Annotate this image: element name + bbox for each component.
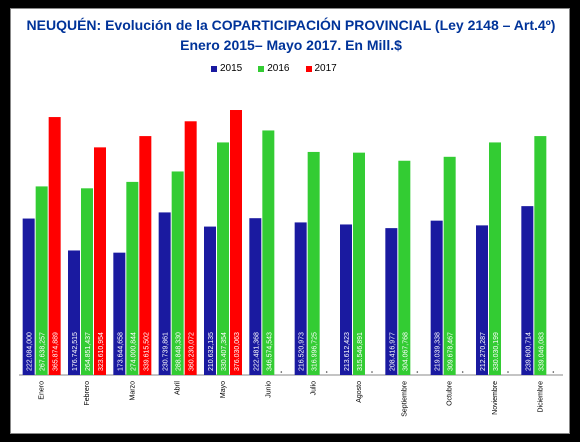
bar-2015-agosto (340, 224, 352, 375)
bar-value-label: 365.874,889 (53, 332, 60, 371)
bar-value-label: 339.615,502 (143, 332, 150, 371)
bar-value-label: 208.416,977 (389, 332, 396, 371)
legend-swatch-2017 (305, 65, 312, 72)
bar-value-label: 309.678,467 (448, 332, 455, 371)
bar-2016-diciembre (534, 136, 547, 375)
bar-2016-mayo (217, 142, 229, 375)
empty-marker (461, 371, 464, 373)
bar-value-label: 176.742,515 (72, 332, 79, 371)
bar-value-label: 360.230,072 (189, 332, 196, 371)
bar-2015-octubre (430, 220, 443, 375)
legend-label-2016: 2016 (267, 63, 290, 74)
bar-value-label: 316.996,725 (312, 332, 319, 371)
category-label: Abril (175, 381, 182, 395)
bar-2016-abril (171, 171, 184, 375)
category-label: Febrero (84, 381, 91, 406)
bar-value-label: 213.612,423 (344, 332, 351, 371)
bar-2016-septiembre (398, 160, 411, 375)
bar-2015-abril (158, 212, 171, 375)
bar-value-label: 315.546,891 (357, 332, 364, 371)
category-label: Noviembre (492, 381, 499, 415)
bar-value-label: 267.638,257 (40, 332, 47, 371)
bar-chart: 222.084,000 267.638,257 365.874,889 Enero 17… (19, 110, 563, 417)
bar-2016-febrero (81, 188, 93, 375)
chart-frame: NEUQUÉN: Evolución de la COPARTICIPACIÓN… (10, 8, 570, 434)
bar-value-label: 173.644,658 (117, 332, 124, 371)
bar-2016-octubre (443, 156, 456, 375)
bar-value-label: 288.848,330 (176, 332, 183, 371)
bar-2017-enero (48, 117, 61, 376)
category-label: Julio (311, 381, 318, 396)
bar-value-label: 212.270,287 (480, 332, 487, 371)
category-label: Junio (265, 381, 272, 398)
bar-value-label: 330.030,199 (493, 332, 500, 371)
category-label: Octubre (447, 381, 454, 406)
bar-2015-mayo (204, 226, 216, 375)
bar-2017-abril (184, 121, 197, 376)
bar-2017-marzo (139, 136, 152, 375)
bar-2015-febrero (68, 250, 80, 375)
empty-marker (416, 371, 419, 373)
bar-value-label: 222.084,000 (27, 332, 34, 371)
legend-item-2015: 2015 (211, 63, 242, 74)
chart-legend: 2015 2016 2017 (211, 63, 337, 74)
bar-2016-noviembre (489, 142, 501, 375)
bar-value-label: 339.046,083 (538, 332, 545, 371)
legend-swatch-2016 (258, 65, 265, 72)
bar-2015-junio (249, 218, 262, 375)
bar-2015-noviembre (476, 225, 488, 375)
legend-item-2016: 2016 (258, 63, 290, 74)
bar-2016-agosto (353, 152, 365, 375)
category-label: Septiembre (401, 381, 408, 417)
bar-2015-diciembre (521, 206, 534, 375)
empty-marker (507, 371, 509, 373)
bar-value-label: 230.739,861 (163, 332, 170, 371)
category-label: Marzo (129, 381, 136, 401)
bar-value-label: 330.407,354 (221, 332, 228, 371)
chart-title: NEUQUÉN: Evolución de la COPARTICIPACIÓN… (26, 17, 556, 33)
bar-value-label: 376.030,063 (234, 332, 241, 371)
bar-2015-septiembre (385, 228, 398, 375)
bar-value-label: 274.000,844 (130, 332, 137, 371)
bar-value-label: 222.481,368 (253, 332, 260, 371)
bar-value-label: 239.600,714 (525, 332, 532, 371)
bar-value-label: 323.610,954 (98, 332, 105, 371)
chart-title-block: NEUQUÉN: Evolución de la COPARTICIPACIÓN… (11, 15, 571, 55)
bar-value-label: 304.067,768 (402, 332, 409, 371)
chart-subtitle: Enero 2015– Mayo 2017. En Mill.$ (180, 37, 402, 53)
bar-2015-enero (22, 218, 35, 375)
empty-marker (552, 371, 555, 373)
category-label: Mayo (220, 381, 227, 398)
bar-2016-julio (307, 151, 320, 375)
bar-value-label: 264.851,437 (85, 332, 92, 371)
bar-2017-febrero (94, 147, 106, 375)
bar-2015-marzo (113, 252, 126, 375)
empty-marker (325, 371, 328, 373)
bar-value-label: 346.574,543 (266, 332, 273, 371)
bar-2016-marzo (126, 181, 139, 375)
legend-label-2015: 2015 (220, 63, 243, 74)
bar-value-label: 216.520,973 (299, 332, 306, 371)
legend-item-2017: 2017 (305, 63, 337, 74)
bar-2016-junio (262, 130, 275, 375)
bar-value-label: 210.632,135 (208, 332, 215, 371)
bar-2016-enero (35, 186, 48, 375)
bar-2017-mayo (230, 110, 242, 375)
category-label: Diciembre (537, 381, 544, 413)
category-label: Agosto (356, 381, 363, 403)
empty-marker (280, 371, 283, 373)
category-label: Enero (39, 381, 46, 400)
legend-swatch-2015 (211, 65, 217, 72)
bar-2015-julio (294, 222, 307, 375)
empty-marker (371, 371, 373, 373)
legend-label-2017: 2017 (314, 63, 337, 74)
bar-value-label: 219.039,338 (435, 332, 442, 371)
